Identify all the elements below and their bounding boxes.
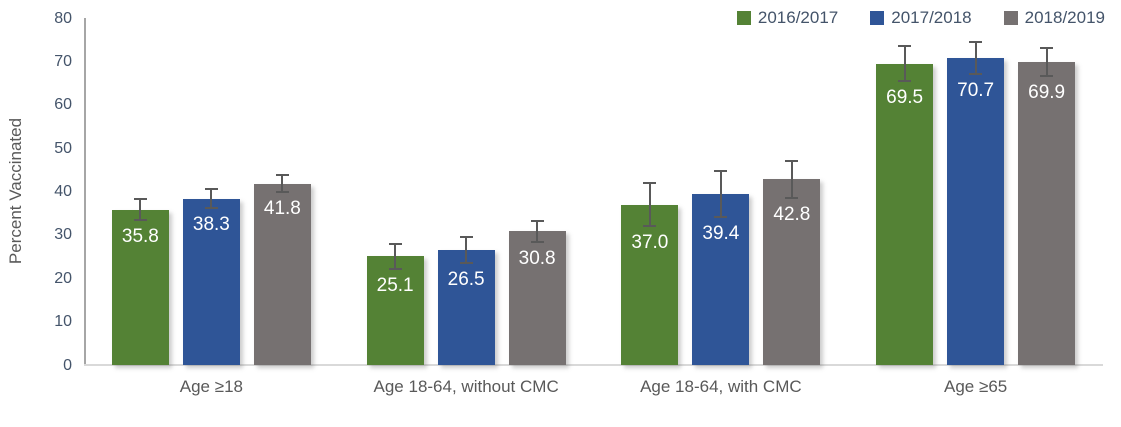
- error-bar-top-cap: [898, 45, 912, 48]
- error-bar: [139, 199, 142, 221]
- legend-item-2018-2019: 2018/2019: [1003, 8, 1105, 28]
- bar-2018-2019-group1: [253, 183, 311, 365]
- chart-legend: 2016/2017 2017/2018 2018/2019: [736, 8, 1105, 28]
- legend-swatch-icon: [870, 11, 885, 25]
- bar-2016-2017-group1: [111, 209, 169, 365]
- y-axis-line: [84, 18, 86, 365]
- error-bar: [394, 243, 397, 269]
- bar-2016-2017-group3: [621, 204, 679, 365]
- y-tick-label: 80: [54, 9, 72, 27]
- bar-2017-2018-group3: [692, 194, 750, 365]
- error-bar-top-cap: [785, 160, 799, 163]
- legend-label: 2016/2017: [757, 8, 839, 27]
- y-tick-label: 50: [54, 139, 72, 157]
- bar-value-label: 39.4: [702, 223, 740, 245]
- error-bar: [974, 42, 977, 75]
- error-bar: [719, 171, 722, 218]
- bar-2018-2019-group2: [508, 231, 566, 365]
- bar-value-label: 26.5: [447, 269, 485, 291]
- x-category-label: Age ≥65: [944, 377, 1008, 396]
- y-tick-label: 0: [63, 356, 72, 374]
- error-bar-bottom-cap: [275, 191, 289, 194]
- bar-2017-2018-group4: [947, 58, 1005, 365]
- error-bar-top-cap: [643, 181, 657, 184]
- y-tick-label: 60: [54, 96, 72, 114]
- error-bar-bottom-cap: [643, 225, 657, 228]
- legend-swatch-icon: [1003, 11, 1018, 25]
- error-bar-top-cap: [714, 170, 728, 173]
- error-bar-bottom-cap: [969, 73, 983, 76]
- error-bar-bottom-cap: [459, 262, 473, 265]
- error-bar-top-cap: [530, 219, 544, 222]
- error-bar-bottom-cap: [898, 79, 912, 82]
- bar-value-label: 70.7: [957, 80, 995, 102]
- error-bar: [1045, 47, 1048, 76]
- bar-value-label: 42.8: [773, 203, 811, 225]
- legend-label: 2017/2018: [891, 8, 972, 27]
- error-bar-top-cap: [388, 242, 402, 245]
- error-bar-top-cap: [969, 41, 983, 44]
- legend-item-2017-2018: 2017/2018: [870, 8, 972, 28]
- bar-value-label: 30.8: [518, 248, 556, 270]
- error-bar-bottom-cap: [133, 219, 147, 222]
- error-bar-top-cap: [204, 188, 218, 191]
- error-bar: [790, 161, 793, 198]
- x-category-label: Age 18-64, without CMC: [373, 377, 559, 396]
- bar-value-label: 69.5: [886, 86, 924, 108]
- error-bar-bottom-cap: [714, 216, 728, 219]
- error-bar-bottom-cap: [1040, 74, 1054, 77]
- y-tick-label: 70: [54, 52, 72, 70]
- legend-swatch-icon: [736, 11, 751, 25]
- error-bar-top-cap: [459, 236, 473, 239]
- y-axis-title: Percent Vaccinated: [6, 117, 25, 265]
- bar-2018-2019-group3: [763, 179, 821, 365]
- legend-label: 2018/2019: [1024, 8, 1105, 27]
- bar-2016-2017-group2: [366, 256, 424, 365]
- error-bar: [281, 175, 284, 193]
- x-axis-baseline: [84, 364, 1103, 366]
- error-bar: [210, 189, 213, 209]
- y-tick-label: 30: [54, 226, 72, 244]
- bar-2016-2017-group4: [876, 63, 934, 365]
- error-bar-top-cap: [275, 174, 289, 177]
- bar-value-label: 25.1: [376, 274, 414, 296]
- bar-value-label: 41.8: [263, 198, 301, 220]
- y-tick-label: 40: [54, 183, 72, 200]
- error-bar-bottom-cap: [530, 241, 544, 244]
- error-bar-bottom-cap: [388, 267, 402, 270]
- bar-2017-2018-group2: [437, 250, 495, 365]
- x-category-label: Age 18-64, with CMC: [640, 377, 802, 396]
- error-bar: [903, 46, 906, 81]
- bar-value-label: 35.8: [121, 226, 159, 248]
- error-bar-top-cap: [133, 198, 147, 201]
- bar-value-label: 38.3: [192, 214, 230, 236]
- bar-value-label: 69.9: [1028, 81, 1066, 103]
- x-category-label: Age ≥18: [179, 377, 243, 396]
- bar-2018-2019-group4: [1018, 61, 1076, 365]
- error-bar: [465, 237, 468, 264]
- error-bar-top-cap: [1040, 46, 1054, 49]
- error-bar-bottom-cap: [204, 207, 218, 210]
- legend-item-2016-2017: 2016/2017: [736, 8, 839, 28]
- y-tick-label: 20: [54, 269, 72, 287]
- bar-value-label: 37.0: [631, 232, 669, 254]
- error-bar: [648, 182, 651, 227]
- error-bar: [536, 220, 539, 243]
- bar-2017-2018-group1: [182, 198, 240, 365]
- y-tick-label: 10: [54, 313, 72, 331]
- error-bar-bottom-cap: [785, 196, 799, 199]
